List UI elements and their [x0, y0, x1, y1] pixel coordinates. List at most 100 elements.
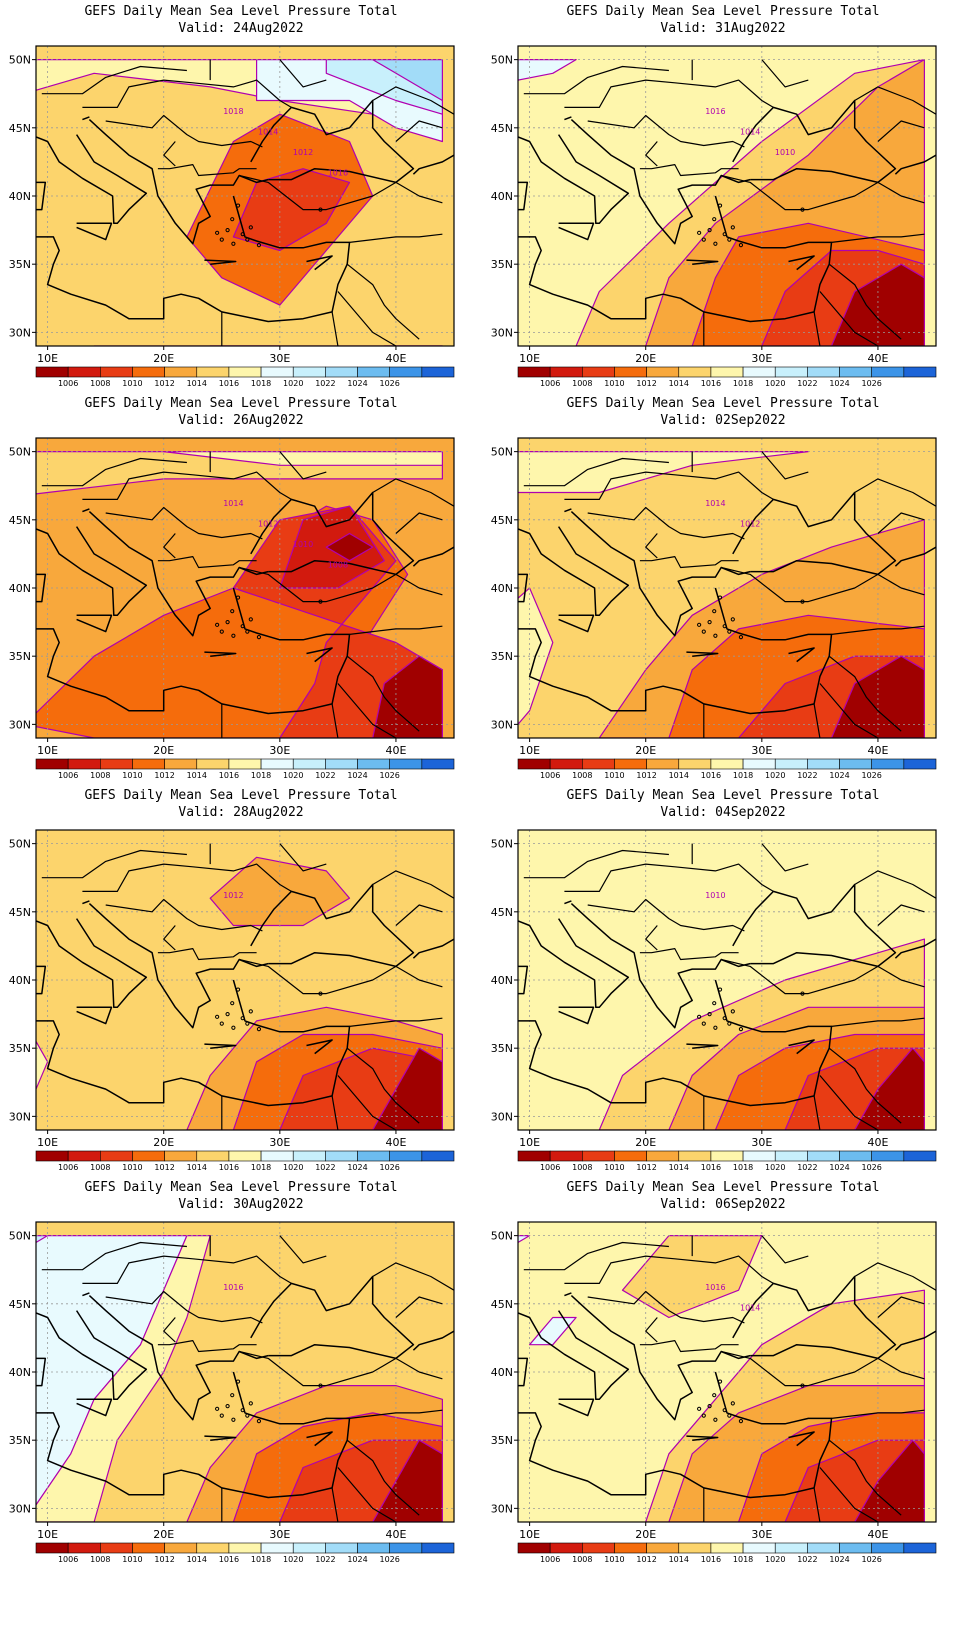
pressure-contour-region — [621, 1234, 763, 1319]
country-border — [564, 1255, 774, 1285]
colorbar-segment — [292, 366, 326, 378]
colorbar-segment — [614, 758, 647, 770]
lon-tick-label: 40E — [385, 1136, 406, 1149]
coastline — [412, 154, 454, 175]
island — [707, 1403, 712, 1409]
colorbar-segment — [807, 366, 840, 378]
colorbar-label: 1008 — [572, 771, 592, 780]
colorbar-label: 1018 — [733, 1555, 753, 1564]
country-border — [279, 1235, 327, 1264]
pressure-contour-region — [372, 1047, 443, 1130]
lon-tick-label: 40E — [867, 744, 888, 757]
country-border — [645, 141, 658, 167]
coastline — [36, 134, 148, 225]
country-border — [105, 506, 263, 540]
colorbar-segment — [678, 758, 712, 770]
lat-tick-label: 35N — [9, 650, 31, 663]
coastline — [306, 255, 333, 271]
colorbar-segment — [839, 366, 872, 378]
colorbar-segment — [35, 366, 69, 378]
island — [738, 1026, 744, 1032]
contour-label: 1010 — [293, 540, 313, 549]
lon-tick-label: 10E — [519, 1136, 540, 1149]
colorbar-label: 1010 — [604, 1163, 624, 1172]
colorbar-segment — [389, 758, 423, 770]
lat-tick-label: 30N — [9, 1502, 31, 1515]
country-border — [82, 79, 292, 109]
colorbar-label: 1012 — [154, 1555, 174, 1564]
colorbar-segment — [678, 1150, 712, 1162]
country-border — [82, 1255, 292, 1285]
pressure-contour-region — [854, 1439, 925, 1522]
island — [318, 599, 323, 604]
country-border — [163, 141, 176, 167]
island — [240, 1016, 245, 1021]
coastline — [558, 1006, 595, 1025]
colorbar-segment — [871, 1542, 905, 1554]
coastline — [564, 900, 572, 905]
island — [225, 1011, 230, 1017]
colorbar: 1006 1008 1010 1012 1014 1016 1018 1020 1022 1024… — [35, 758, 455, 780]
coastline — [204, 1043, 237, 1049]
island — [701, 1413, 706, 1418]
country-border — [813, 703, 821, 738]
colorbar-label: 1016 — [701, 1555, 721, 1564]
colorbar-label: 1008 — [572, 1163, 592, 1172]
island — [717, 1379, 723, 1384]
colorbar-segment — [710, 1542, 744, 1554]
country-border — [877, 904, 925, 926]
island — [722, 232, 727, 237]
island — [730, 1009, 735, 1014]
coastline — [732, 883, 897, 968]
island — [235, 1379, 241, 1384]
colorbar-segment — [839, 758, 872, 770]
lat-tick-label: 30N — [491, 718, 513, 731]
colorbar-label: 1020 — [765, 771, 785, 780]
island — [722, 1408, 727, 1413]
colorbar-label: 1012 — [636, 379, 656, 388]
country-border — [721, 958, 925, 995]
coastline — [36, 1357, 47, 1387]
lat-tick-label: 40N — [9, 582, 31, 595]
lat-tick-label: 50N — [491, 446, 513, 459]
island — [730, 617, 735, 622]
lat-tick-label: 30N — [9, 1110, 31, 1123]
country-border — [163, 925, 176, 951]
island — [712, 1393, 717, 1398]
lon-tick-label: 10E — [37, 352, 58, 365]
lat-tick-label: 30N — [491, 1110, 513, 1123]
island — [248, 225, 253, 230]
country-border — [587, 898, 745, 932]
colorbar-label: 1022 — [797, 1555, 817, 1564]
lat-tick-label: 35N — [9, 1042, 31, 1055]
island — [697, 1406, 702, 1411]
colorbar-label: 1010 — [122, 379, 142, 388]
lon-tick-label: 40E — [385, 744, 406, 757]
island — [231, 1025, 236, 1030]
country-border — [41, 849, 187, 879]
coastline — [76, 222, 113, 241]
coastline — [518, 134, 630, 225]
island — [245, 629, 250, 634]
country-border — [337, 291, 397, 346]
colorbar-segment — [389, 1542, 423, 1554]
panel-title: GEFS Daily Mean Sea Level Pressure Total — [84, 788, 398, 803]
colorbar-segment — [742, 1542, 776, 1554]
colorbar-segment — [164, 758, 198, 770]
colorbar-label: 1012 — [636, 1163, 656, 1172]
lat-tick-label: 40N — [491, 582, 513, 595]
island — [245, 1021, 250, 1026]
contour-label: 1012 — [258, 520, 278, 529]
country-border — [239, 958, 443, 995]
island — [230, 217, 235, 222]
colorbar-segment — [871, 1150, 905, 1162]
lon-tick-label: 10E — [519, 744, 540, 757]
colorbar-segment — [549, 1542, 583, 1554]
colorbar-label: 1006 — [540, 379, 560, 388]
country-border — [331, 1095, 339, 1130]
colorbar-label: 1016 — [701, 771, 721, 780]
colorbar-label: 1024 — [347, 1163, 367, 1172]
coastline — [412, 1330, 454, 1351]
country-border — [163, 1317, 176, 1343]
country-border — [82, 471, 292, 501]
